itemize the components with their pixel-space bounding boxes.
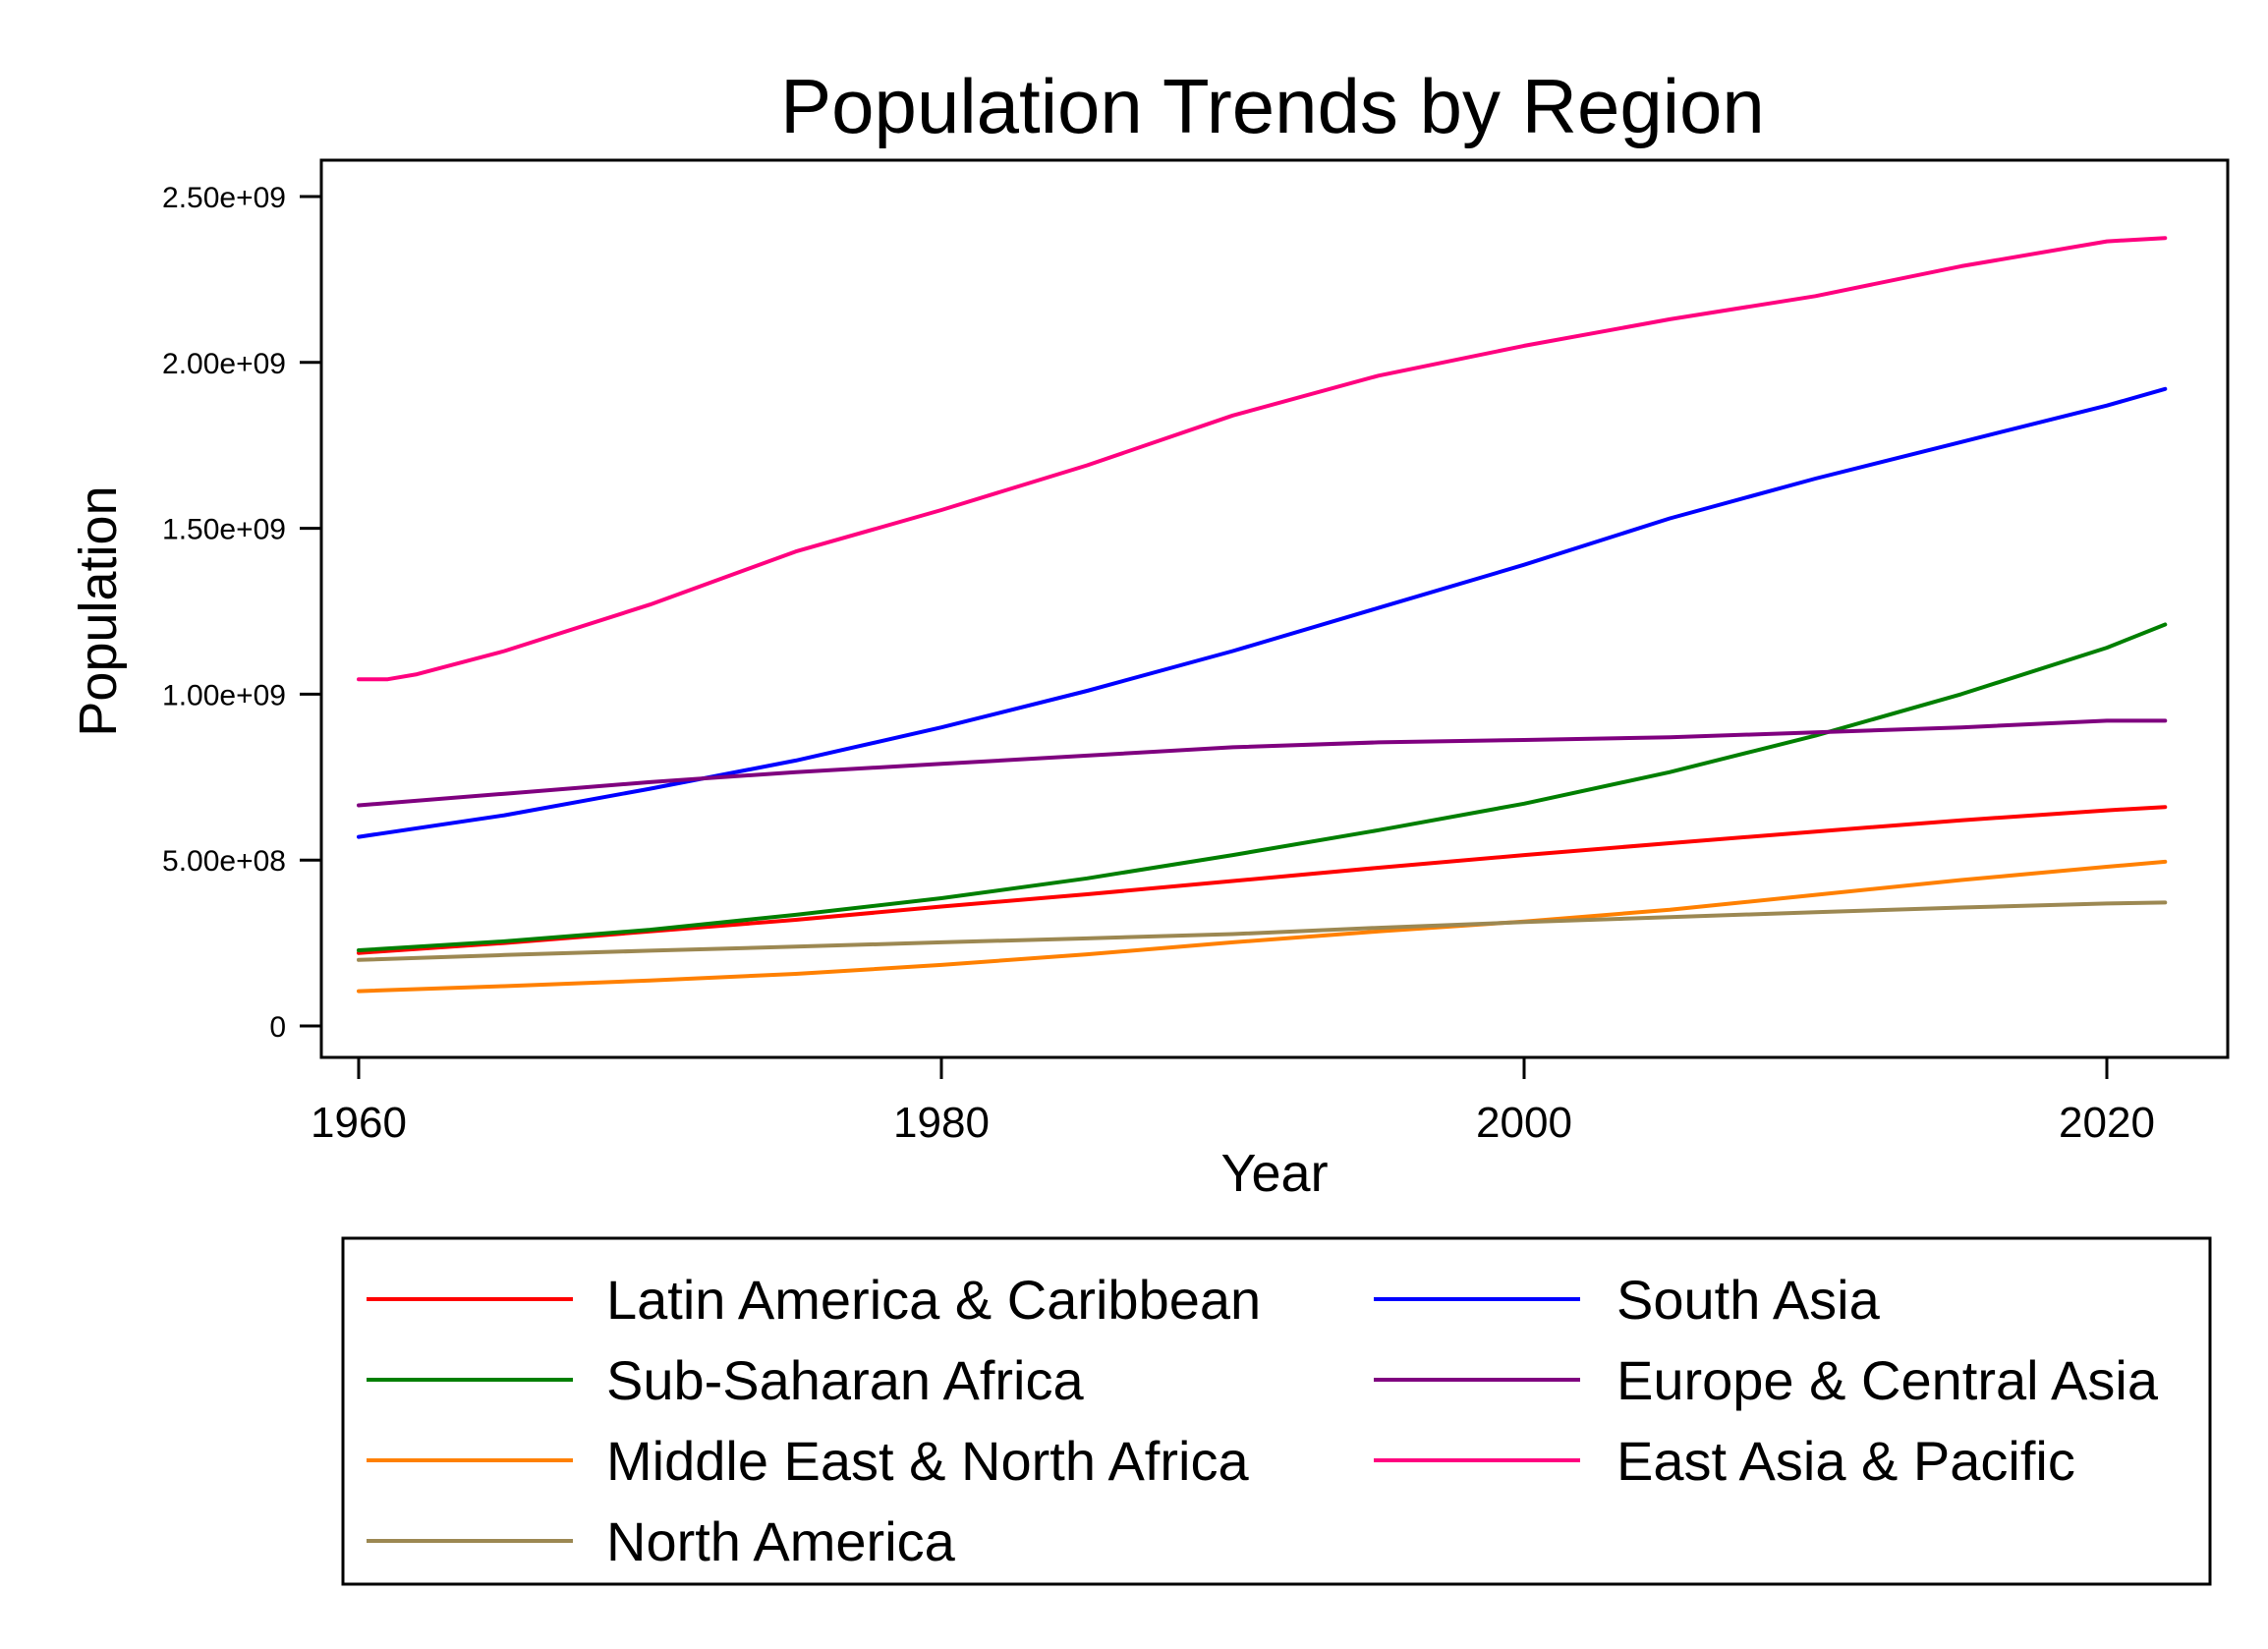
legend-label: Europe & Central Asia	[1616, 1349, 2159, 1411]
x-axis: 1960 1980 2000 2020	[311, 1057, 2155, 1147]
y-axis-label: Population	[69, 485, 128, 736]
x-tick-label: 1980	[893, 1099, 990, 1147]
x-tick-label: 1960	[311, 1099, 407, 1147]
series-line-3	[357, 718, 2168, 808]
legend-label: East Asia & Pacific	[1616, 1430, 2075, 1492]
x-tick-label: 2000	[1476, 1099, 1572, 1147]
x-axis-label: Year	[1220, 1144, 1328, 1203]
y-tick-label: 1.00e+09	[162, 679, 286, 711]
y-tick-label: 2.00e+09	[162, 348, 286, 380]
series-line-0	[357, 805, 2168, 955]
x-tick-label: 2020	[2059, 1099, 2155, 1147]
series-line-5	[357, 236, 2168, 682]
series-line-2	[357, 622, 2168, 952]
legend-label: South Asia	[1616, 1269, 1881, 1331]
series-line-1	[357, 386, 2168, 839]
y-tick-label: 0	[269, 1011, 286, 1044]
legend-label: Middle East & North Africa	[606, 1430, 1249, 1492]
y-tick-label: 5.00e+08	[162, 845, 286, 878]
series-lines	[357, 236, 2168, 994]
legend-label: Sub-Saharan Africa	[606, 1349, 1084, 1411]
legend-label: North America	[606, 1510, 956, 1572]
series-line-6	[357, 900, 2168, 962]
legend-label: Latin America & Caribbean	[606, 1269, 1261, 1331]
plot-area-frame	[319, 158, 2230, 1059]
y-tick-label: 2.50e+09	[162, 182, 286, 214]
legend: Latin America & Caribbean Sub-Saharan Afr…	[367, 1269, 2159, 1572]
series-line-4	[357, 859, 2168, 994]
chart-title: Population Trends by Region	[780, 63, 1765, 149]
y-axis: 0 5.00e+08 1.00e+09 1.50e+09 2.00e+09 2.50e+0…	[162, 182, 321, 1044]
y-tick-label: 1.50e+09	[162, 514, 286, 546]
legend-box	[341, 1236, 2212, 1586]
